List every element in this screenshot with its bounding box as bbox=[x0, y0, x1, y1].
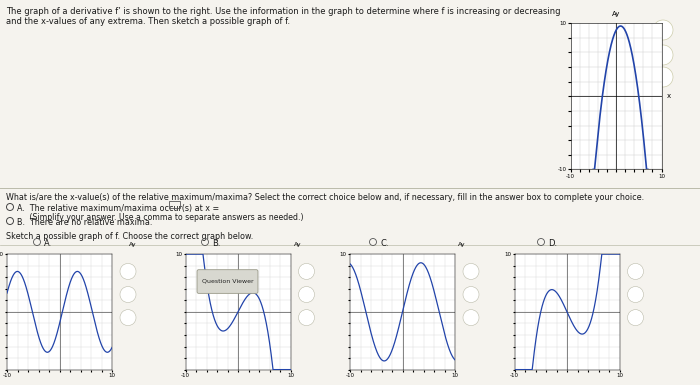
Circle shape bbox=[120, 263, 136, 280]
Text: Ay: Ay bbox=[130, 242, 136, 247]
Circle shape bbox=[463, 263, 479, 280]
Text: Sketch a possible graph of f. Choose the correct graph below.: Sketch a possible graph of f. Choose the… bbox=[6, 232, 253, 241]
Text: C.: C. bbox=[380, 239, 389, 248]
Text: A.: A. bbox=[44, 239, 52, 248]
Circle shape bbox=[463, 310, 479, 326]
Text: (Simplify your answer. Use a comma to separate answers as needed.): (Simplify your answer. Use a comma to se… bbox=[17, 213, 304, 221]
Circle shape bbox=[653, 45, 673, 65]
Circle shape bbox=[463, 286, 479, 303]
Text: The graph of a derivative f’ is shown to the right. Use the information in the g: The graph of a derivative f’ is shown to… bbox=[6, 7, 561, 16]
Circle shape bbox=[298, 263, 314, 280]
Circle shape bbox=[120, 310, 136, 326]
Text: What is/are the x-value(s) of the relative maximum/maxima? Select the correct ch: What is/are the x-value(s) of the relati… bbox=[6, 193, 644, 202]
Text: Ay: Ay bbox=[612, 11, 620, 17]
Circle shape bbox=[120, 286, 136, 303]
Text: Ay: Ay bbox=[294, 242, 301, 247]
Circle shape bbox=[653, 20, 673, 40]
Text: Question Viewer: Question Viewer bbox=[202, 279, 253, 284]
Text: x: x bbox=[667, 93, 671, 99]
Circle shape bbox=[627, 310, 643, 326]
Text: D.: D. bbox=[548, 239, 557, 248]
Text: A.  The relative maximum/maxima occur(s) at x =: A. The relative maximum/maxima occur(s) … bbox=[17, 204, 219, 213]
Circle shape bbox=[298, 286, 314, 303]
Text: and the x-values of any extrema. Then sketch a possible graph of f.: and the x-values of any extrema. Then sk… bbox=[6, 17, 290, 26]
Circle shape bbox=[653, 67, 673, 87]
Text: Ay: Ay bbox=[458, 242, 466, 247]
Text: B.  There are no relative maxima.: B. There are no relative maxima. bbox=[17, 218, 153, 227]
FancyBboxPatch shape bbox=[197, 270, 258, 293]
Circle shape bbox=[298, 310, 314, 326]
Text: B.: B. bbox=[212, 239, 220, 248]
Circle shape bbox=[627, 286, 643, 303]
Bar bbox=[169, 201, 180, 208]
Circle shape bbox=[627, 263, 643, 280]
